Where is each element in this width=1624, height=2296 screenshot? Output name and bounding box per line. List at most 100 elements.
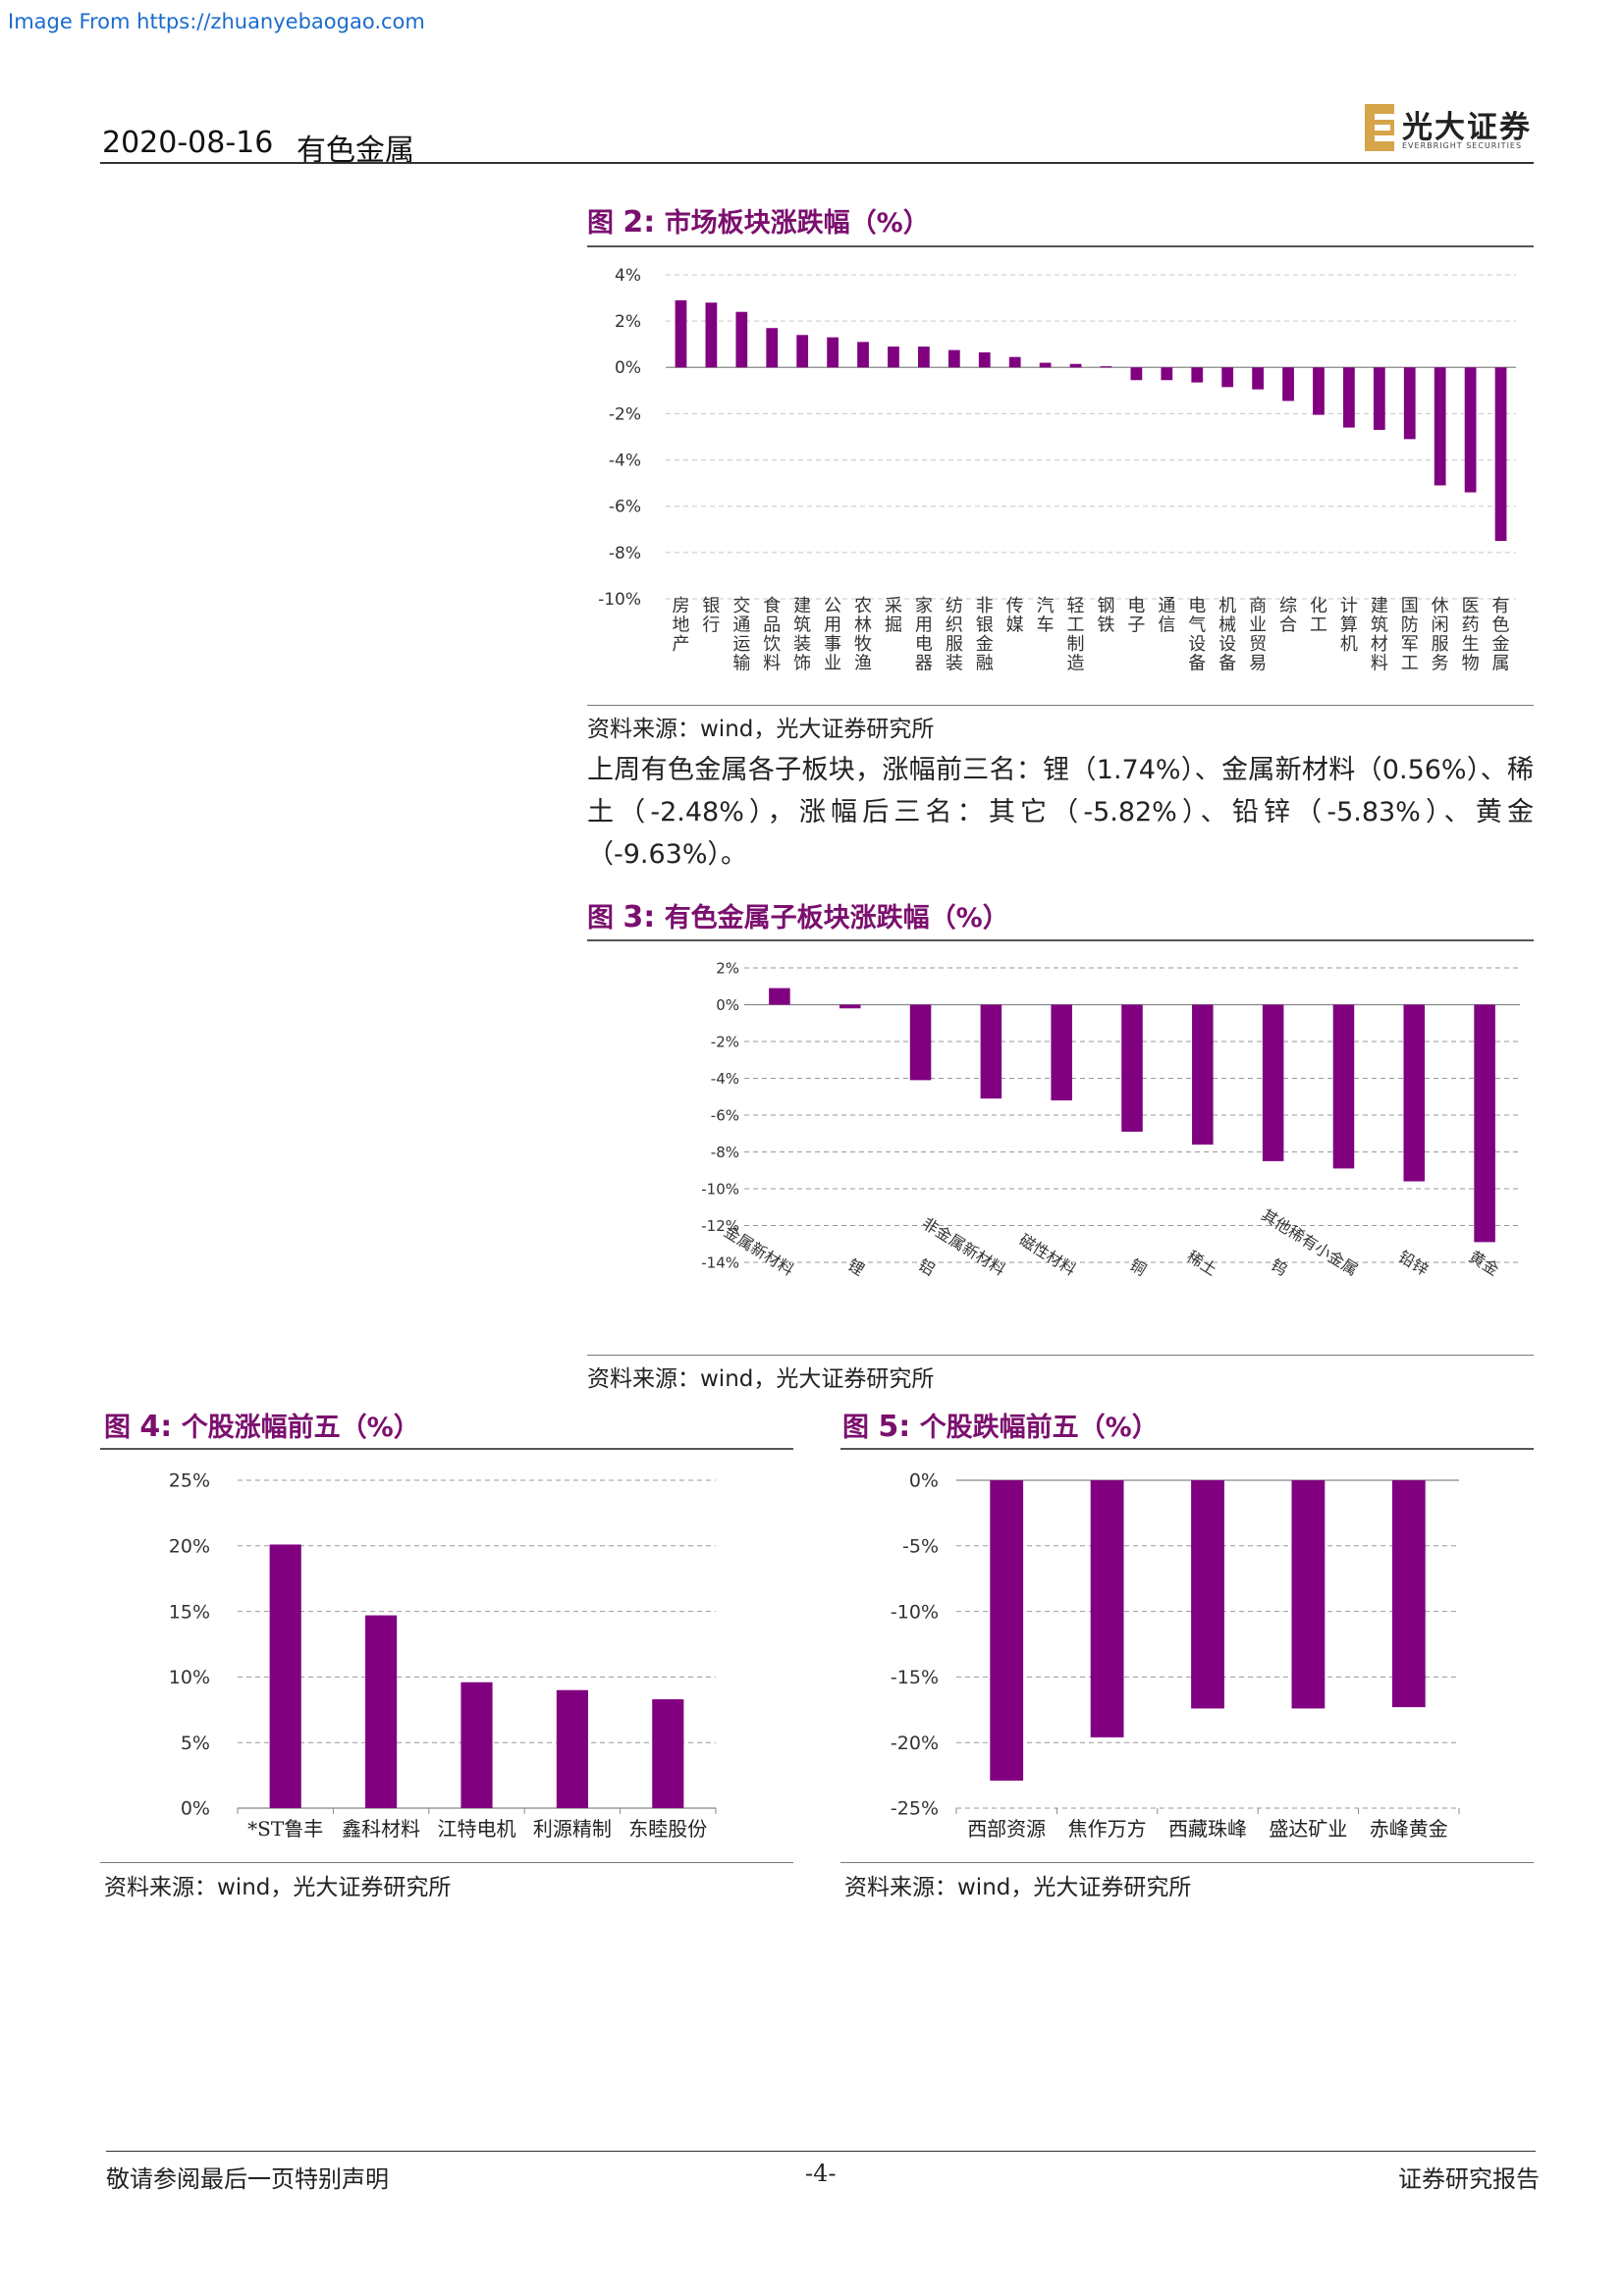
bar (269, 1544, 301, 1808)
x-tick-label: 渔 (854, 654, 872, 674)
x-tick-label: 金 (976, 634, 994, 655)
y-tick-label: -20% (891, 1733, 939, 1754)
x-tick-label: 掘 (885, 615, 902, 636)
x-tick-label: 综 (1279, 596, 1297, 616)
x-tick-label: 料 (1371, 654, 1388, 674)
x-tick-label: 磁性材料 (1016, 1230, 1079, 1279)
fig2-source: 资料来源：wind，光大证券研究所 (587, 717, 935, 742)
fig2-title: 图 2: 市场板块涨跌幅（%） (587, 205, 930, 240)
y-tick-label: -4% (609, 452, 641, 471)
fig4-bottom-rule (100, 1862, 793, 1863)
x-tick-label: 国 (1401, 596, 1419, 616)
x-tick-label: 电 (1127, 596, 1145, 616)
y-tick-label: 4% (615, 266, 641, 286)
x-tick-label: 轻 (1067, 596, 1085, 616)
x-tick-label: 气 (1188, 615, 1206, 636)
fig3-chart: 2%0%-2%-4%-6%-8%-10%-12%-14%金属新材料锂铝非金属新材… (701, 959, 1520, 1280)
x-tick-label: 子 (1127, 615, 1145, 636)
x-tick-label: 非 (976, 596, 994, 616)
watermark-link[interactable]: Image From https://zhuanyebaogao.com (8, 10, 425, 33)
fig4-chart: 25% 20% 15% 10% 5% 0% *ST鲁丰 鑫科材料 江特电机 利源精制 东睦股份 (169, 1470, 717, 1841)
fig4-title: 图 4: 个股涨幅前五（%） (104, 1410, 420, 1444)
bar (1332, 1004, 1355, 1169)
bar (796, 335, 809, 368)
x-tick-label: 医 (1462, 596, 1480, 616)
x-tick-label: 备 (1188, 654, 1206, 674)
x-tick-label: 电 (1188, 596, 1206, 616)
x-tick-label: 林 (854, 615, 872, 636)
bar (839, 1004, 861, 1009)
x-tick-label: 车 (1037, 615, 1055, 636)
brand-name-en: EVERBRIGHT SECURITIES (1402, 141, 1523, 150)
fig5-bottom-rule (840, 1862, 1534, 1863)
y-tick-label: -15% (891, 1667, 939, 1688)
x-tick-label: *ST鲁丰 (247, 1817, 323, 1841)
bar (857, 342, 869, 368)
x-tick-label: 西藏珠峰 (1168, 1817, 1247, 1841)
footer-disclaimer: 敬请参阅最后一页特别声明 (106, 2165, 389, 2193)
x-tick-label: 锂 (844, 1255, 868, 1280)
x-tick-label: 地 (672, 615, 689, 636)
y-tick-label: 0% (181, 1798, 210, 1820)
fig5-top-rule (840, 1448, 1534, 1450)
x-tick-label: 算 (1340, 615, 1358, 636)
y-tick-label: -5% (902, 1535, 939, 1557)
bar (1313, 367, 1325, 415)
bar (1130, 367, 1143, 381)
y-tick-label: 2% (716, 959, 739, 977)
y-tick-label: 5% (181, 1733, 210, 1754)
bar (766, 328, 779, 368)
x-tick-label: 钨 (1268, 1255, 1291, 1280)
x-tick-label: 易 (1249, 654, 1267, 674)
bar (888, 347, 899, 368)
bar (1039, 362, 1052, 368)
bar (1474, 1004, 1495, 1243)
x-tick-label: 军 (1401, 634, 1419, 655)
x-tick-label: 造 (1067, 654, 1085, 674)
fig3-bottom-rule (587, 1355, 1534, 1356)
x-tick-label: 铁 (1097, 615, 1114, 636)
x-tick-label: 铅锌 (1395, 1247, 1432, 1279)
x-tick-label: 用 (915, 615, 933, 636)
bar (365, 1615, 398, 1808)
y-tick-label: -6% (609, 498, 641, 517)
x-tick-label: 黄金 (1466, 1247, 1502, 1279)
x-tick-label: 银 (702, 596, 720, 616)
y-tick-label: -10% (598, 590, 641, 610)
y-tick-label: -10% (701, 1180, 739, 1198)
x-tick-label: 通 (1158, 596, 1175, 616)
y-tick-label: 15% (169, 1601, 210, 1623)
bar (1343, 367, 1355, 428)
y-tick-label: -8% (711, 1144, 739, 1161)
header-divider (100, 162, 1534, 164)
x-tick-label: 筑 (793, 615, 811, 636)
x-tick-label: 铜 (1126, 1255, 1150, 1280)
x-tick-label: 金 (1492, 634, 1510, 655)
x-tick-label: 采 (885, 596, 902, 616)
bar (1291, 1480, 1326, 1709)
fig3-title: 图 3: 有色金属子板块涨跌幅（%） (587, 900, 1009, 934)
bar (675, 299, 687, 368)
y-tick-label: -2% (609, 404, 641, 424)
x-tick-label: 稀土 (1184, 1247, 1220, 1279)
x-tick-label: 行 (702, 615, 720, 636)
x-tick-label: 料 (763, 654, 781, 674)
y-tick-label: -2% (711, 1033, 739, 1050)
y-tick-label: -25% (891, 1798, 939, 1820)
bar (1191, 1480, 1224, 1709)
bar (1191, 367, 1204, 383)
y-tick-label: -8% (609, 544, 641, 563)
x-tick-label: 家 (915, 596, 933, 616)
fig5-title: 图 5: 个股跌幅前五（%） (842, 1410, 1159, 1444)
x-tick-label: 西部资源 (967, 1817, 1046, 1841)
x-tick-label: 机 (1218, 596, 1236, 616)
x-tick-label: 信 (1158, 615, 1175, 636)
x-tick-label: 通 (732, 615, 750, 636)
x-tick-label: 牧 (854, 634, 872, 655)
bar (947, 349, 960, 368)
x-tick-label: 服 (1432, 634, 1449, 655)
y-tick-label: -10% (891, 1601, 939, 1623)
x-tick-label: 品 (763, 615, 781, 636)
fig2-top-rule (587, 245, 1534, 247)
bar (1434, 367, 1446, 486)
